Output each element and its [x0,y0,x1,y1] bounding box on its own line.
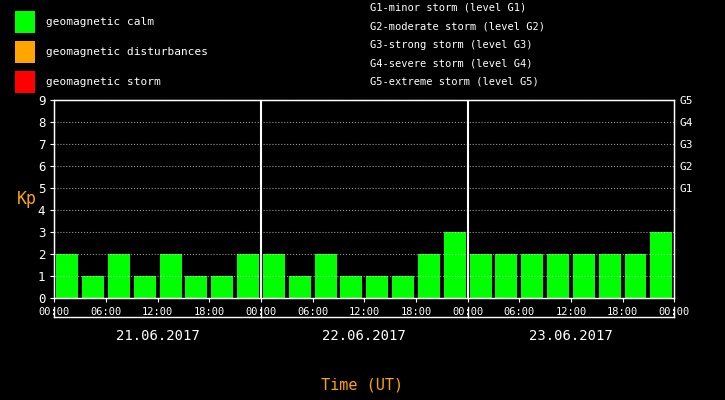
Bar [160,254,181,298]
Text: 22.06.2017: 22.06.2017 [323,328,406,342]
Bar [599,254,621,298]
Bar [573,254,594,298]
Bar [108,254,130,298]
Text: G2-moderate storm (level G2): G2-moderate storm (level G2) [370,22,544,32]
Text: G1-minor storm (level G1): G1-minor storm (level G1) [370,3,526,13]
Bar [82,276,104,298]
Bar [134,276,156,298]
Y-axis label: Kp: Kp [17,190,37,208]
Bar [14,71,35,93]
Bar [57,254,78,298]
Bar [418,254,440,298]
Text: G5-extreme storm (level G5): G5-extreme storm (level G5) [370,77,539,87]
Bar [186,276,207,298]
Bar [521,254,543,298]
Bar [14,41,35,63]
Bar [14,11,35,33]
Text: geomagnetic disturbances: geomagnetic disturbances [46,47,207,57]
Bar [392,276,414,298]
Text: geomagnetic storm: geomagnetic storm [46,77,160,87]
Bar [470,254,492,298]
Text: geomagnetic calm: geomagnetic calm [46,17,154,27]
Text: G4-severe storm (level G4): G4-severe storm (level G4) [370,58,532,68]
Bar [366,276,388,298]
Text: Time (UT): Time (UT) [321,377,404,392]
Bar [547,254,569,298]
Bar [650,232,672,298]
Text: 23.06.2017: 23.06.2017 [529,328,613,342]
Text: 21.06.2017: 21.06.2017 [116,328,199,342]
Bar [237,254,259,298]
Bar [341,276,362,298]
Bar [444,232,465,298]
Text: G3-strong storm (level G3): G3-strong storm (level G3) [370,40,532,50]
Bar [263,254,285,298]
Bar [211,276,233,298]
Bar [495,254,518,298]
Bar [624,254,647,298]
Bar [289,276,311,298]
Bar [315,254,336,298]
